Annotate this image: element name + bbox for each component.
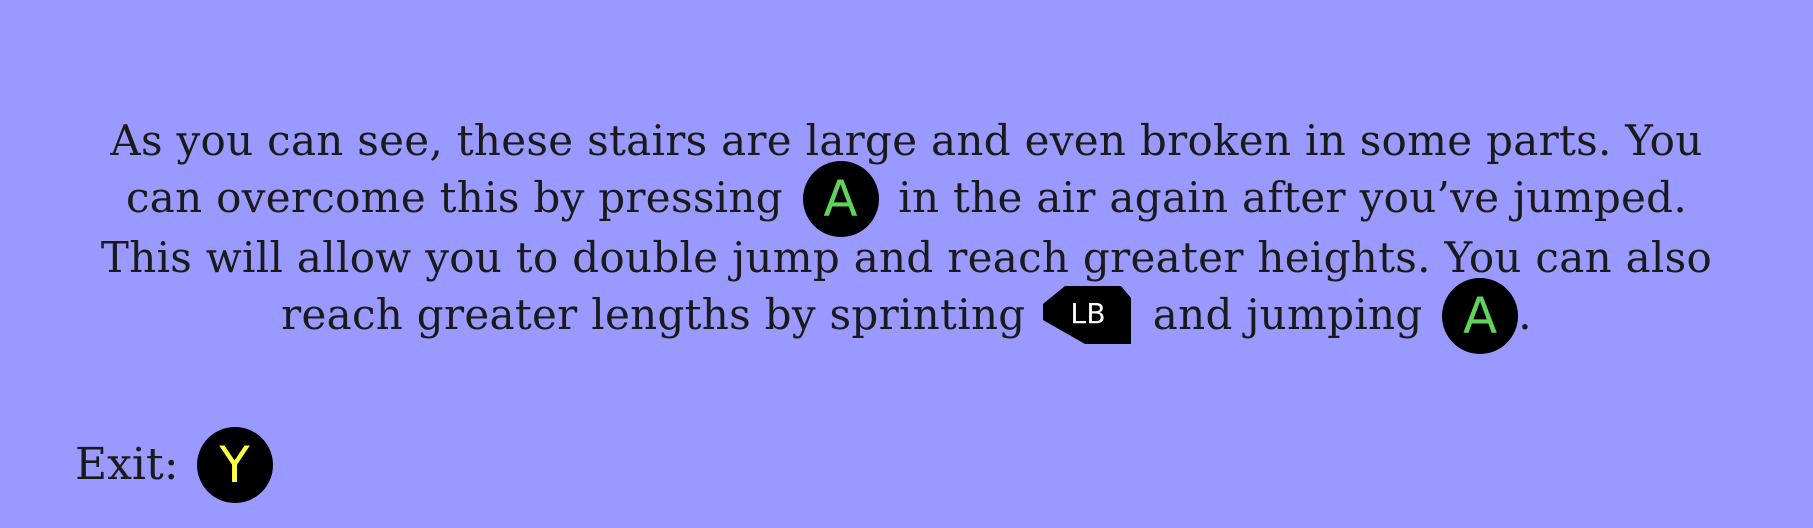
a-button-icon-2: A — [1442, 278, 1519, 354]
lb-button-shape — [1043, 286, 1132, 344]
tutorial-text-part1: As you can see, these stairs are large a… — [110, 116, 1703, 222]
tutorial-text: As you can see, these stairs are large a… — [90, 112, 1723, 354]
tutorial-text-part3: and jumping — [1152, 290, 1423, 339]
exit-prompt[interactable]: Exit: Y — [75, 425, 273, 505]
a-button-label: A — [823, 170, 858, 228]
y-button-label: Y — [219, 436, 250, 494]
y-button-icon[interactable]: Y — [196, 427, 273, 503]
tutorial-text-part4: . — [1518, 290, 1532, 339]
a-button-icon: A — [802, 161, 879, 237]
lb-button-icon: LB — [1043, 286, 1132, 346]
lb-button-label: LB — [1070, 297, 1106, 330]
a-button-label-2: A — [1462, 287, 1498, 345]
tutorial-text-part2: in the air again after you’ve jumped. Th… — [100, 173, 1713, 339]
exit-label: Exit: — [75, 439, 179, 490]
